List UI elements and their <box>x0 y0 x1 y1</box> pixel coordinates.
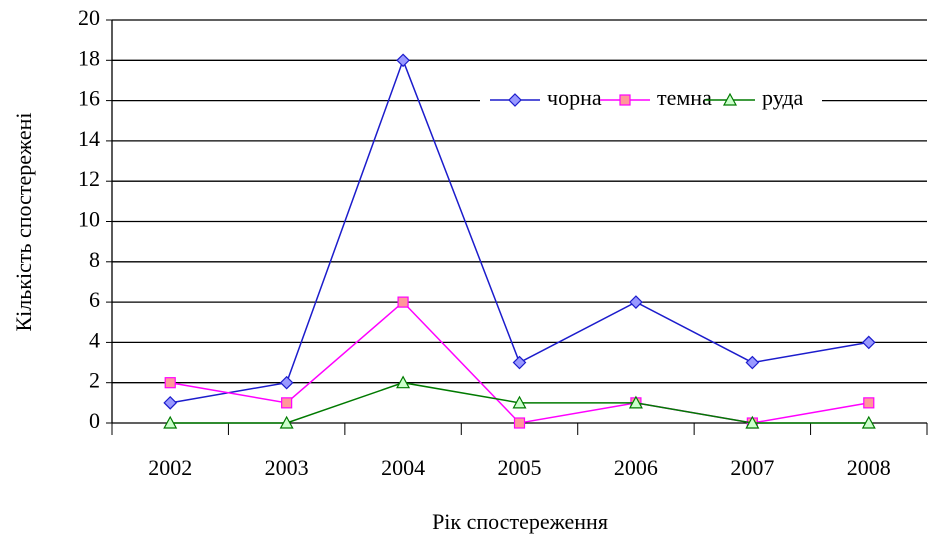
marker <box>861 335 876 350</box>
marker <box>281 397 293 409</box>
x-axis-title: Рік спостереження <box>432 509 608 534</box>
legend-label: чорна <box>547 85 602 110</box>
y-tick-label: 6 <box>89 287 100 312</box>
marker <box>745 355 760 370</box>
marker <box>279 375 294 390</box>
x-tick-label: 2005 <box>498 455 542 480</box>
marker <box>513 417 526 429</box>
y-tick-label: 20 <box>78 5 100 30</box>
x-tick-label: 2002 <box>148 455 192 480</box>
x-tick-label: 2008 <box>847 455 891 480</box>
legend-marker <box>722 92 738 106</box>
legend-label: руда <box>762 85 804 110</box>
marker <box>863 397 875 409</box>
y-tick-label: 10 <box>78 207 100 232</box>
y-tick-label: 18 <box>78 45 100 70</box>
x-tick-label: 2006 <box>614 455 658 480</box>
x-tick-label: 2003 <box>265 455 309 480</box>
marker <box>629 295 643 309</box>
x-tick-label: 2004 <box>381 455 425 480</box>
y-tick-label: 8 <box>89 247 100 272</box>
marker <box>397 296 409 308</box>
legend-marker <box>619 94 631 106</box>
marker <box>861 415 876 429</box>
marker <box>164 377 176 389</box>
legend-label: темна <box>657 85 712 110</box>
y-tick-label: 0 <box>89 408 100 433</box>
marker <box>745 415 760 429</box>
marker <box>279 415 294 429</box>
y-axis-title: Кількість спостережені <box>11 112 36 331</box>
marker <box>163 415 178 429</box>
y-tick-label: 14 <box>78 126 100 151</box>
marker <box>163 396 178 410</box>
legend-marker <box>508 93 522 107</box>
marker <box>396 375 411 389</box>
y-tick-label: 4 <box>89 327 100 352</box>
marker <box>628 395 643 409</box>
y-tick-label: 12 <box>78 166 100 191</box>
marker <box>512 395 527 409</box>
x-tick-label: 2007 <box>730 455 774 480</box>
marker <box>512 355 527 370</box>
marker <box>396 53 410 68</box>
y-tick-label: 16 <box>78 86 100 111</box>
y-tick-label: 2 <box>89 368 100 393</box>
